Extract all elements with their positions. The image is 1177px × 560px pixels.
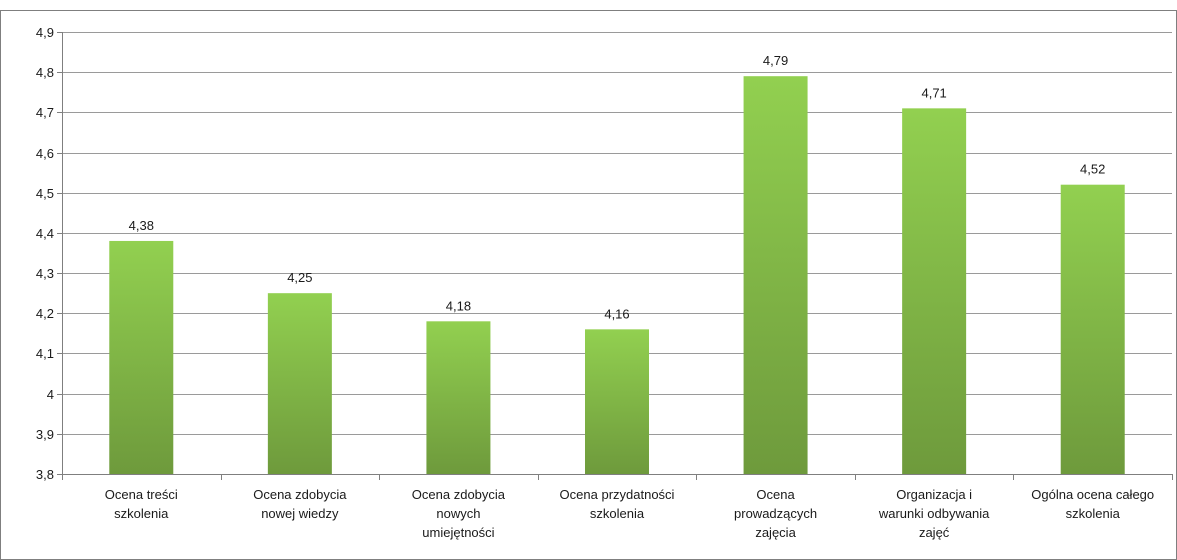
bar <box>743 76 808 474</box>
y-tick-label: 4,4 <box>36 226 54 241</box>
y-tick-label: 4,7 <box>36 105 54 120</box>
data-label: 4,25 <box>287 270 312 285</box>
category-label: Ocena zdobycia nowych umiejętności <box>412 487 506 540</box>
bar <box>902 108 967 474</box>
data-label: 4,71 <box>921 85 946 100</box>
data-labels: 4,38 4,25 4,18 4,16 4,79 4,71 4,52 <box>129 53 1106 321</box>
bars <box>109 76 1125 474</box>
category-label: Ocena zdobycia nowej wiedzy <box>253 487 347 521</box>
y-tick-label: 4,3 <box>36 266 54 281</box>
bar <box>109 240 174 474</box>
y-tick-label: 3,8 <box>36 467 54 482</box>
gridlines <box>62 32 1172 435</box>
y-tick-label: 4,8 <box>36 65 54 80</box>
y-tick-label: 4,6 <box>36 146 54 161</box>
y-tick-label: 4,5 <box>36 186 54 201</box>
bar <box>585 329 649 474</box>
y-tick-label: 3,9 <box>36 427 54 442</box>
x-axis-categories: Ocena treści szkolenia Ocena zdobycia nowej… <box>62 474 1173 540</box>
category-label: Ocena przydatności szkolenia <box>560 487 675 521</box>
y-tick-label: 4,2 <box>36 306 54 321</box>
chart-frame <box>0 10 1177 560</box>
bar <box>1060 184 1125 474</box>
y-axis-ticks: 3,8 3,9 4 4,1 4,2 4,3 4,4 4,5 4,6 4,7 4,8 4,9 <box>36 25 62 482</box>
y-tick-label: 4,1 <box>36 346 54 361</box>
data-label: 4,52 <box>1080 162 1105 177</box>
bar <box>267 293 332 474</box>
bar <box>426 321 491 474</box>
category-label: Organizacja i warunki odbywania zajęć <box>878 487 990 540</box>
data-label: 4,18 <box>446 298 471 313</box>
y-tick-label: 4,9 <box>36 25 54 40</box>
category-label: Ocena treści szkolenia <box>105 487 178 521</box>
data-label: 4,16 <box>604 306 629 321</box>
y-tick-label: 4 <box>47 387 54 402</box>
data-label: 4,38 <box>129 218 154 233</box>
data-label: 4,79 <box>763 53 788 68</box>
category-label: Ocena prowadzących zajęcia <box>734 487 817 540</box>
category-label: Ogólna ocena całego szkolenia <box>1031 487 1154 521</box>
